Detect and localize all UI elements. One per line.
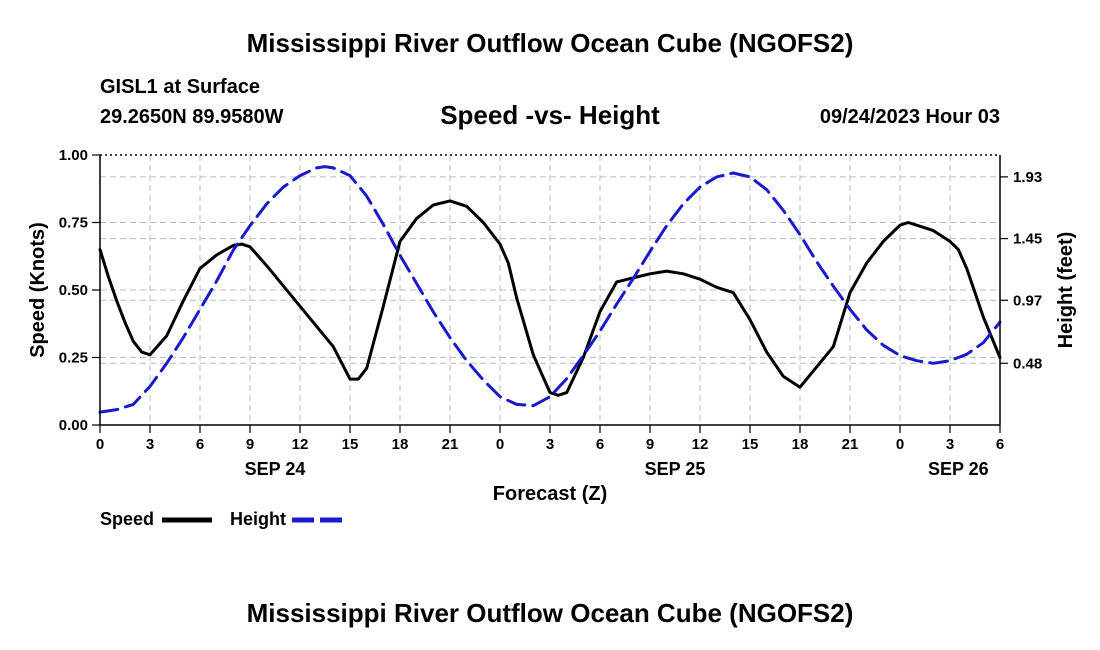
x-axis-label: Forecast (Z)	[493, 483, 607, 505]
x-tick-label: 15	[742, 436, 759, 453]
x-tick-label: 9	[646, 436, 654, 453]
x-tick-label: 21	[842, 436, 859, 453]
x-tick-label: 3	[146, 436, 154, 453]
chart-subtitle: Speed -vs- Height	[440, 100, 660, 130]
y2-tick-label: 1.93	[1013, 169, 1042, 186]
date-label: SEP 25	[645, 459, 706, 479]
y2-tick-label: 0.48	[1013, 355, 1042, 372]
axes: 0 3 6 9 12 15 18 21 0 3 6 9 12 15 18 21 0 3 6 0.00 0.25 0.50 0…	[59, 147, 1042, 479]
x-tick-label: 0	[896, 436, 904, 453]
forecast-datetime: 09/24/2023 Hour 03	[819, 106, 1000, 128]
x-tick-label: 6	[996, 436, 1004, 453]
y-axis-label: Speed (Knots)	[27, 222, 49, 358]
y-tick-label: 0.00	[59, 417, 88, 434]
y2-axis-label: Height (feet)	[1055, 232, 1077, 349]
x-tick-label: 6	[196, 436, 204, 453]
footer-title: Mississippi River Outflow Ocean Cube (NG…	[246, 598, 854, 628]
x-tick-label: 21	[442, 436, 459, 453]
x-tick-label: 12	[692, 436, 709, 453]
x-tick-label: 12	[292, 436, 309, 453]
legend-height-label: Height	[230, 509, 286, 529]
x-tick-label: 18	[392, 436, 409, 453]
y-tick-label: 0.25	[59, 350, 88, 367]
date-label: SEP 26	[928, 459, 989, 479]
y-tick-label: 1.00	[59, 147, 88, 164]
station-label: GISL1 at Surface	[100, 76, 261, 98]
y2-tick-label: 0.97	[1013, 292, 1042, 309]
date-label: SEP 24	[245, 459, 306, 479]
x-tick-label: 18	[792, 436, 809, 453]
y-tick-label: 0.50	[59, 282, 88, 299]
x-tick-label: 3	[546, 436, 554, 453]
legend: Speed Height	[100, 509, 342, 529]
height-series-line	[98, 165, 1002, 414]
x-tick-label: 9	[246, 436, 254, 453]
grid	[100, 155, 1000, 425]
station-coordinates: 29.2650N 89.9580W	[100, 106, 284, 128]
y-tick-label: 0.75	[59, 215, 88, 232]
x-tick-label: 15	[342, 436, 359, 453]
x-tick-label: 0	[96, 436, 104, 453]
legend-speed-label: Speed	[100, 509, 154, 529]
series-layer	[98, 165, 1002, 414]
speed-series-line	[98, 199, 1002, 397]
chart-main-title: Mississippi River Outflow Ocean Cube (NG…	[246, 28, 854, 58]
x-tick-label: 6	[596, 436, 604, 453]
x-tick-label: 0	[496, 436, 504, 453]
x-tick-label: 3	[946, 436, 954, 453]
y2-tick-label: 1.45	[1013, 231, 1042, 248]
